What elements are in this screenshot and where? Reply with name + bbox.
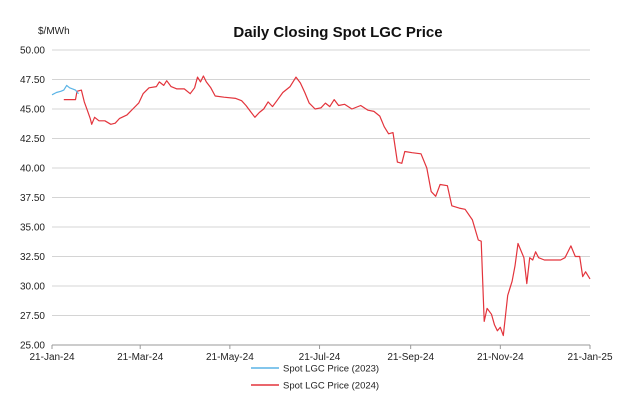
x-tick-label: 21-Jan-24	[29, 352, 74, 363]
legend: Spot LGC Price (2023) Spot LGC Price (202…	[251, 364, 379, 392]
x-tick-label: 21-Jul-24	[299, 352, 341, 363]
y-tick-label: 47.50	[20, 75, 45, 86]
legend-item: Spot LGC Price (2023)	[251, 364, 379, 375]
x-tick-label: 21-May-24	[206, 352, 254, 363]
y-tick-label: 37.50	[20, 193, 45, 204]
series-line-2023	[51, 84, 79, 96]
x-tick-label: 21-Mar-24	[117, 352, 164, 363]
y-tick-label: 32.50	[20, 252, 45, 263]
series-lines	[51, 75, 591, 337]
y-tick-label: 30.00	[20, 282, 45, 293]
y-tick-label: 50.00	[20, 46, 45, 57]
y-axis-unit-label: $/MWh	[38, 26, 70, 37]
y-tick-label: 42.50	[20, 134, 45, 145]
y-tick-label: 27.50	[20, 311, 45, 322]
y-tick-label: 35.00	[20, 223, 45, 234]
series-line-2024	[63, 75, 591, 337]
y-tick-label: 25.00	[20, 341, 45, 352]
y-tick-label: 45.00	[20, 105, 45, 116]
y-tick-labels: 25.00 27.50 30.00 32.50 35.00 37.50 40.00 42.50…	[20, 46, 45, 352]
x-tick-labels: 21-Jan-24 21-Mar-24 21-May-24 21-Jul-24 21-S…	[29, 352, 612, 363]
axes	[51, 344, 591, 349]
x-tick-label: 21-Sep-24	[387, 352, 434, 363]
x-tick-label: 21-Nov-24	[477, 352, 524, 363]
legend-label: Spot LGC Price (2024)	[283, 381, 379, 392]
x-tick-label: 21-Jan-25	[567, 352, 612, 363]
gridlines	[52, 49, 590, 316]
legend-label: Spot LGC Price (2023)	[283, 364, 379, 375]
chart-title: Daily Closing Spot LGC Price	[233, 24, 442, 41]
legend-item: Spot LGC Price (2024)	[251, 381, 379, 392]
y-tick-label: 40.00	[20, 164, 45, 175]
